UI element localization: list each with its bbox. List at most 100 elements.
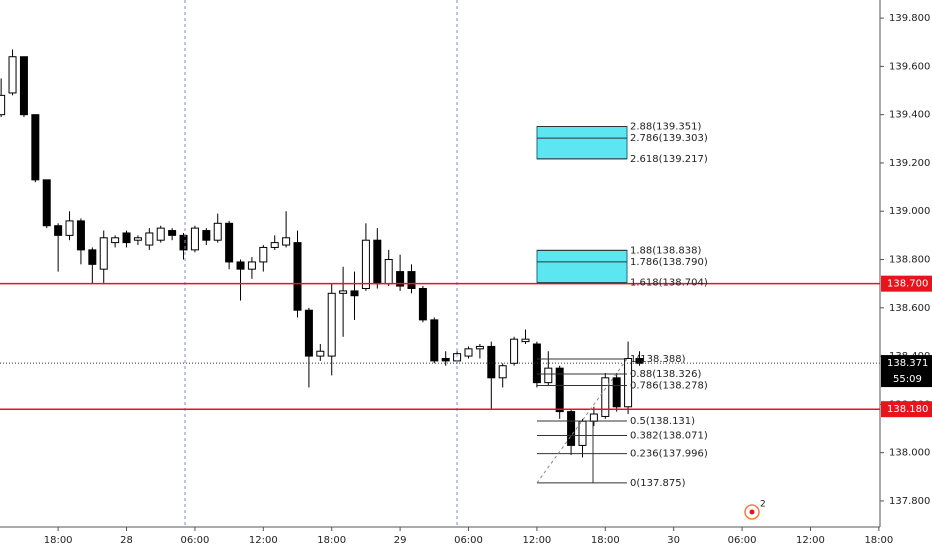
axes: 18:00 28 06:00 12:00 18:00 29 06:00 12:00 18:00 3… — [44, 13, 932, 546]
last-price-label: 138.371 — [887, 358, 928, 369]
fib-ext-label: 2.786(139.303) — [630, 133, 708, 144]
candle-body — [202, 230, 211, 241]
candle-body — [487, 345, 496, 379]
candle-body — [510, 338, 519, 364]
candle-body — [555, 367, 564, 413]
candle-body — [373, 239, 382, 285]
price-axis-panel — [880, 0, 932, 550]
x-tick-label: 12:00 — [796, 535, 825, 546]
fib-zone — [536, 125, 628, 160]
fib-ret-label: 0.5(138.131) — [630, 416, 695, 427]
fib-zone — [536, 249, 628, 284]
x-tick-label: 18:00 — [44, 535, 73, 546]
y-tick-label: 139.600 — [889, 61, 930, 72]
candle-body — [498, 365, 507, 379]
y-tick-label: 139.400 — [889, 110, 930, 121]
candle-body — [624, 357, 633, 408]
x-tick-label: 12:00 — [522, 535, 551, 546]
candle-body — [441, 357, 450, 362]
y-tick-label: 139.200 — [889, 158, 930, 169]
fib-ext-label: 1.618(138.704) — [630, 278, 708, 289]
countdown: 55:09 — [893, 374, 922, 385]
candle-body — [521, 338, 530, 343]
level-tag — [881, 401, 932, 418]
candle-body — [259, 246, 268, 263]
x-tick-label: 18:00 — [317, 535, 346, 546]
candle-body — [270, 242, 279, 248]
candle-body — [384, 259, 393, 285]
candle-body — [293, 242, 302, 311]
candle-body — [111, 237, 120, 244]
candle-body — [430, 319, 439, 362]
candle-body — [327, 292, 336, 357]
candle-body — [42, 179, 51, 227]
level-label: 138.700 — [887, 279, 928, 290]
x-tick-label: 12:00 — [249, 535, 278, 546]
x-tick-label: 06:00 — [728, 535, 757, 546]
candle-body — [88, 249, 97, 265]
x-tick-label: 30 — [667, 535, 680, 546]
x-tick-label: 06:00 — [181, 535, 210, 546]
candle-body — [8, 56, 17, 94]
x-tick-label: 28 — [120, 535, 133, 546]
candle-body — [612, 377, 621, 408]
candle-body — [418, 287, 427, 321]
level-label: 138.180 — [887, 404, 928, 415]
candle-body — [304, 309, 313, 357]
candle-body — [589, 413, 598, 422]
fib-ret-label: 0.236(137.996) — [630, 449, 708, 460]
candle-body — [213, 222, 222, 241]
candle-body — [339, 290, 348, 294]
candle-body — [578, 420, 587, 446]
candle-body — [122, 232, 131, 244]
fib-trend — [536, 358, 628, 484]
candle-body — [601, 377, 610, 417]
alert-icon[interactable] — [744, 504, 760, 520]
fib-ext-label: 1.88(138.838) — [630, 245, 702, 256]
candle-body — [361, 239, 370, 289]
candle-body — [475, 345, 484, 350]
candle-body — [247, 261, 256, 270]
candle-body — [65, 220, 74, 236]
candle-body — [54, 225, 63, 236]
candle-body — [567, 411, 576, 446]
x-tick-label: 06:00 — [454, 535, 483, 546]
fib-ret-label: 1(138.388) — [630, 354, 686, 365]
fib-ext-label: 2.88(139.351) — [630, 121, 702, 132]
candle-body — [19, 56, 28, 116]
x-tick-label: 29 — [394, 535, 407, 546]
candle-body — [179, 234, 188, 251]
y-tick-label: 137.800 — [889, 496, 930, 507]
overlay: 2.88(139.351)2.786(139.303) 2.618(139.217… — [0, 121, 880, 489]
alert-badge: 2 — [760, 500, 766, 510]
candle-body — [190, 227, 199, 251]
candle-body — [464, 348, 473, 357]
candle-body — [316, 350, 325, 357]
candle-body — [407, 271, 416, 289]
last-price-tag — [881, 355, 932, 388]
fib-ret-label: 0.88(138.326) — [630, 369, 702, 380]
y-tick-label: 139.000 — [889, 206, 930, 217]
y-tick-label: 138.600 — [889, 303, 930, 314]
y-tick-label: 139.800 — [889, 13, 930, 24]
candle-body — [225, 222, 234, 263]
y-tick-label: 138.800 — [889, 255, 930, 266]
x-tick-label: 18:00 — [864, 535, 893, 546]
fib-ext-label: 2.618(139.217) — [630, 154, 708, 165]
x-tick-label: 18:00 — [591, 535, 620, 546]
candle-body — [0, 94, 6, 116]
fib-ret-label: 0(137.875) — [630, 478, 686, 489]
candle-body — [133, 237, 142, 241]
y-tick-label: 138.000 — [889, 448, 930, 459]
candle-body — [156, 227, 165, 241]
alert-dot — [749, 509, 755, 515]
candle-body — [236, 261, 245, 270]
candle-body — [396, 271, 405, 287]
fib-ext-label: 1.786(138.790) — [630, 257, 708, 268]
candle-body — [31, 114, 40, 181]
candle-body — [350, 290, 359, 297]
candle-body — [168, 230, 177, 236]
level-tag — [881, 275, 932, 292]
